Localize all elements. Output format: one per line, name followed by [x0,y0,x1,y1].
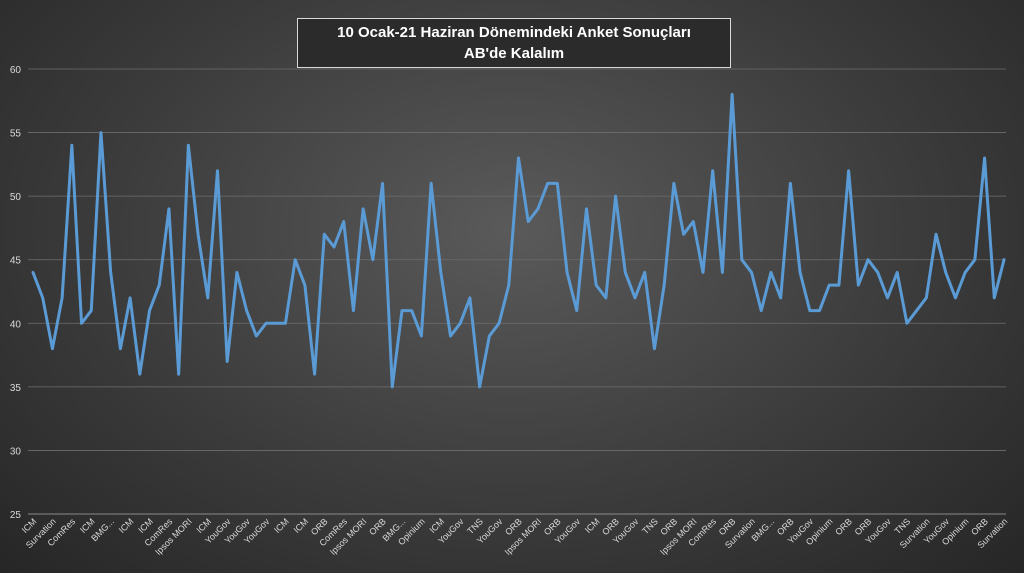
y-tick-label: 35 [10,383,22,394]
x-tick-label: TNS [640,516,660,536]
y-tick-label: 30 [10,446,22,457]
y-axis-tick-labels: 25 30 35 40 45 50 55 60 [10,65,22,521]
y-tick-label: 40 [10,319,22,330]
x-tick-label: ORB [833,516,854,537]
x-tick-label: ICM [117,516,136,535]
chart-subtitle: AB'de Kalalım [463,45,565,62]
y-tick-label: 50 [10,192,22,203]
y-tick-label: 55 [10,129,22,140]
x-tick-label: ICM [272,516,291,535]
chart-title: 10 Ocak-21 Haziran Dönemindeki Anket Son… [337,24,691,41]
chart-title-box: 10 Ocak-21 Haziran Dönemindeki Anket Son… [297,18,731,68]
x-tick-label: ICM [292,516,311,535]
y-tick-label: 45 [10,256,22,267]
y-tick-label: 25 [10,510,22,521]
series-line [31,92,1006,389]
y-tick-label: 60 [10,65,22,76]
series-group [31,92,1006,389]
x-tick-label: ICM [583,516,602,535]
